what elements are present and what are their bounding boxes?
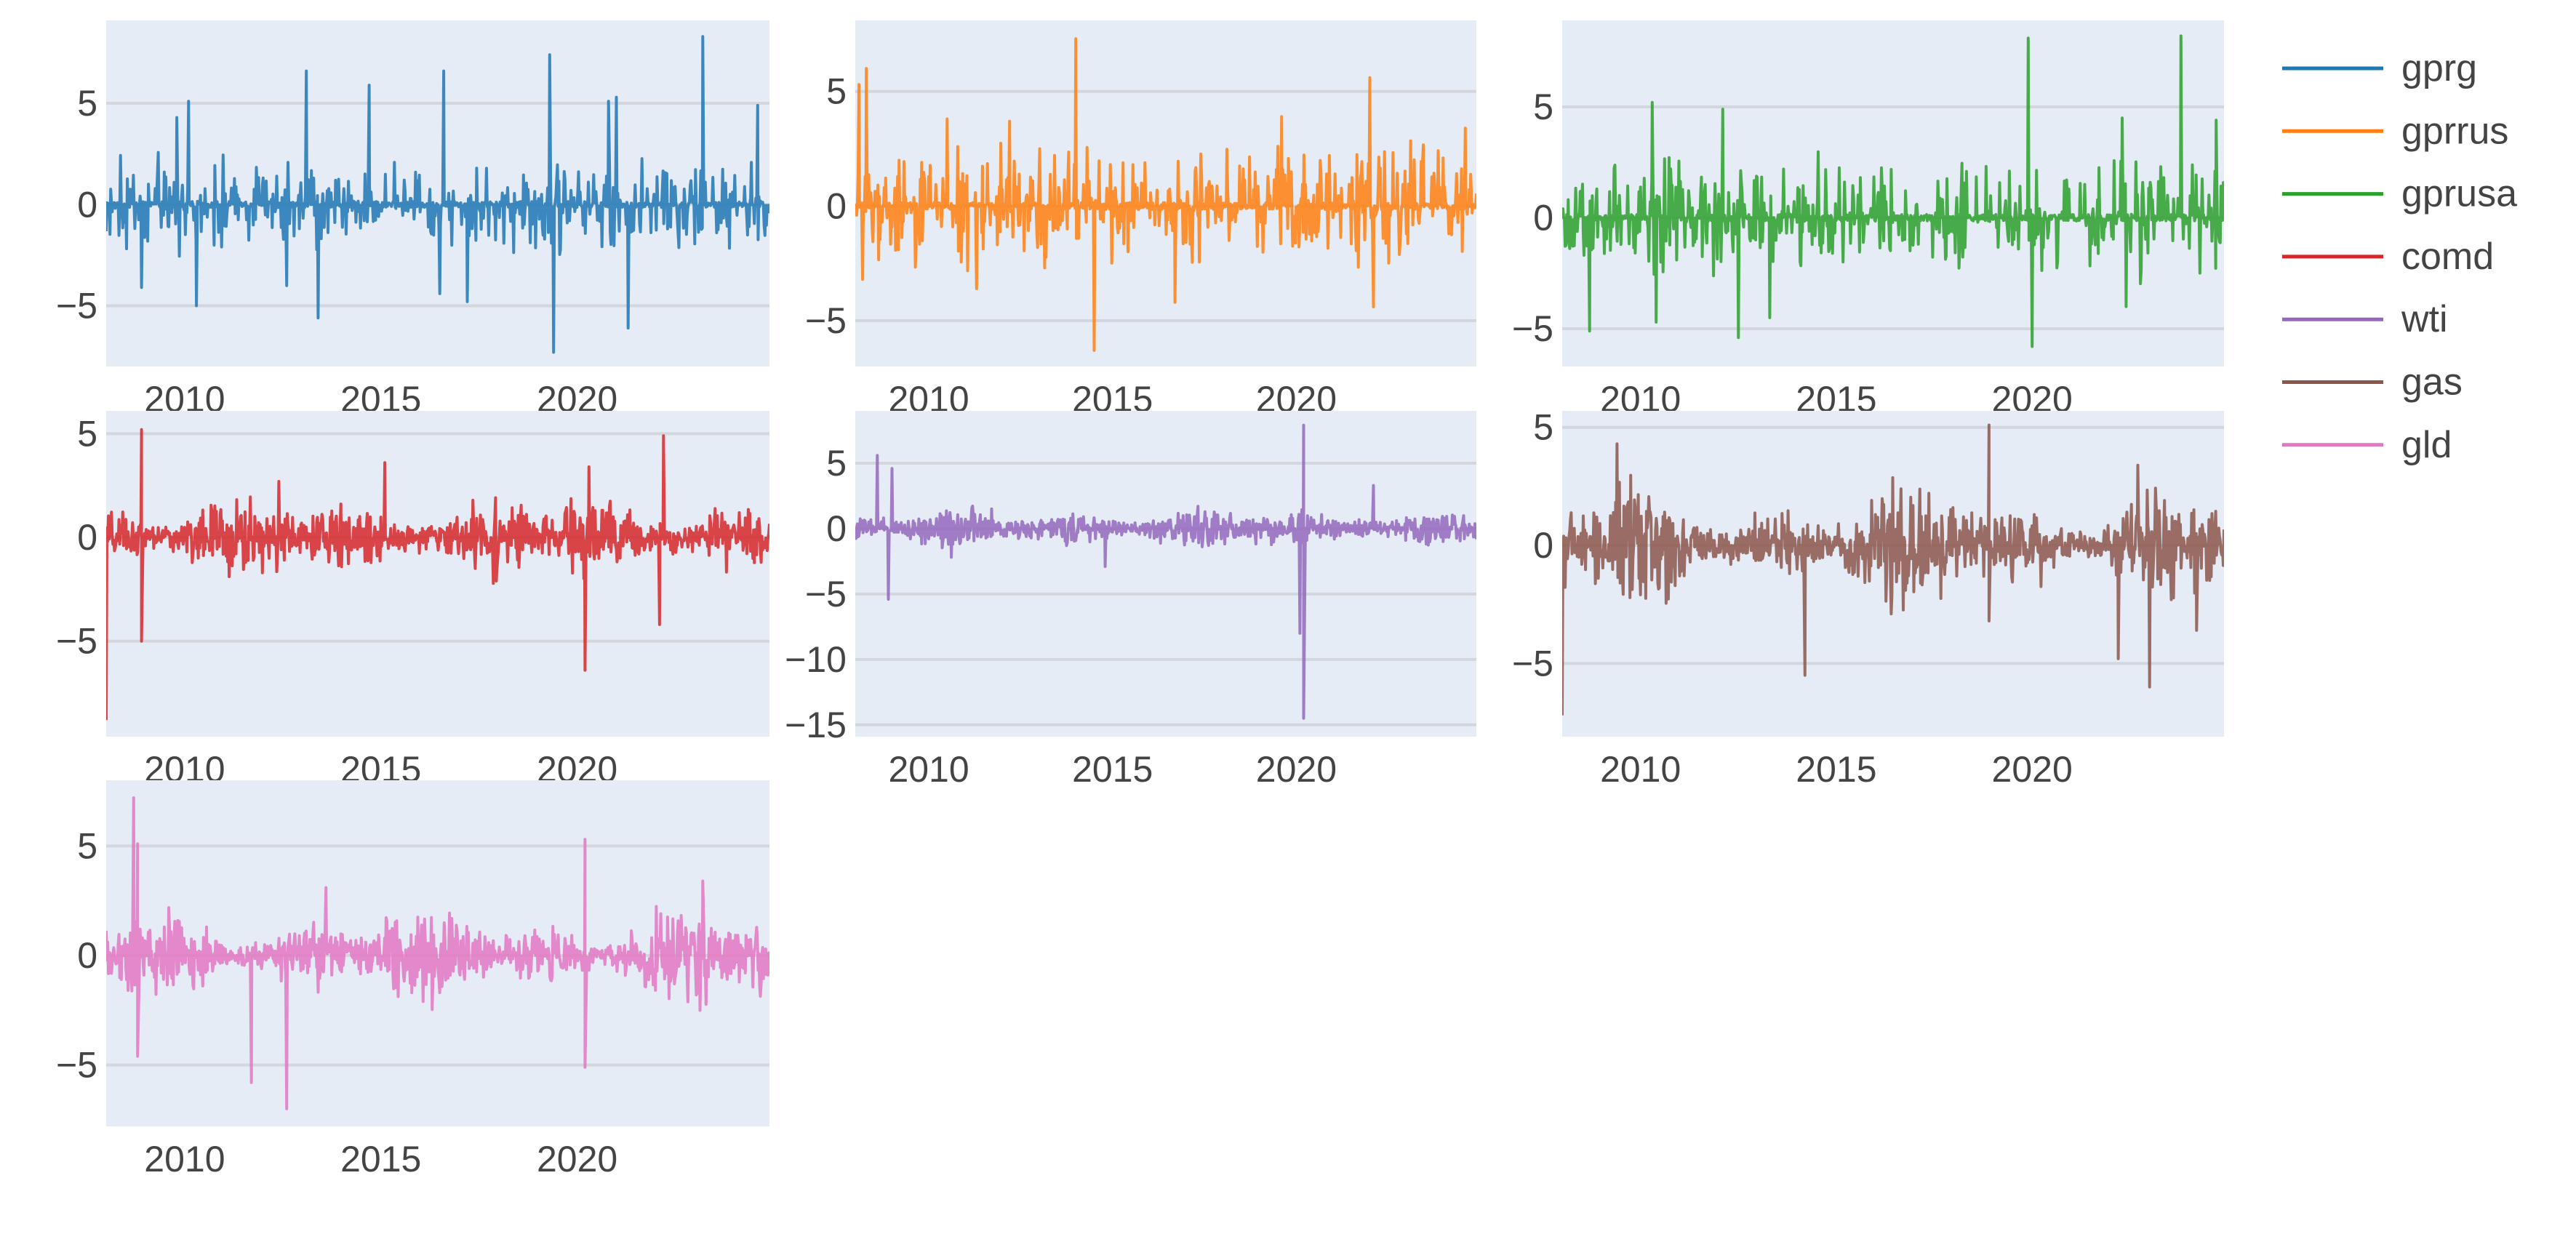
legend-label: gprusa — [2401, 173, 2517, 215]
series-line-comd — [106, 428, 769, 721]
plot-area — [106, 411, 769, 737]
legend-item-comd[interactable]: comd — [2282, 236, 2494, 278]
y-tick-label: 5 — [826, 71, 847, 112]
y-tick-label: 5 — [1533, 87, 1553, 127]
y-tick-label: 0 — [77, 184, 97, 225]
y-tick-label: −5 — [805, 300, 847, 341]
y-tick-label: −10 — [785, 639, 847, 680]
y-tick-label: 0 — [1533, 198, 1553, 239]
x-tick-label: 2010 — [888, 749, 969, 790]
legend-label: gprg — [2401, 47, 2477, 89]
y-tick-label: −15 — [785, 705, 847, 745]
y-tick-label: 5 — [826, 443, 847, 484]
legend-label: gas — [2401, 361, 2463, 404]
y-tick-label: −5 — [56, 621, 97, 662]
legend-label: wti — [2401, 298, 2448, 340]
legend-label: comd — [2401, 236, 2494, 278]
x-tick-label: 2015 — [1072, 749, 1153, 790]
plot-area — [855, 411, 1476, 737]
y-tick-label: −5 — [56, 285, 97, 326]
series-line-gprrus — [855, 37, 1476, 352]
y-tick-label: 5 — [77, 83, 97, 124]
x-tick-label: 2015 — [1796, 749, 1876, 790]
subplot-gld: −5 0 5 2010 2015 2020 — [56, 780, 769, 1179]
y-tick-label: 5 — [77, 413, 97, 454]
subplot-wti: −15 −10 −5 0 5 2010 2015 2020 — [785, 411, 1476, 790]
x-tick-label: 2010 — [1600, 749, 1681, 790]
subplot-gas: −5 0 5 2010 2015 2020 — [1512, 407, 2224, 790]
y-tick-label: −5 — [1512, 308, 1553, 349]
y-tick-label: 0 — [77, 935, 97, 976]
x-tick-label: 2020 — [1992, 749, 2073, 790]
y-tick-label: −5 — [805, 574, 847, 614]
series-line-gprg — [106, 35, 769, 354]
legend-item-gprrus[interactable]: gprrus — [2282, 110, 2508, 152]
series-line-gld — [106, 796, 769, 1110]
x-tick-label: 2020 — [1256, 749, 1337, 790]
legend-item-gld[interactable]: gld — [2282, 424, 2452, 466]
y-tick-label: 0 — [826, 508, 847, 549]
legend-item-gprusa[interactable]: gprusa — [2282, 173, 2517, 215]
y-tick-label: −5 — [56, 1045, 97, 1086]
series-line-wti — [855, 423, 1476, 720]
y-tick-label: 0 — [77, 517, 97, 558]
y-tick-label: −5 — [1512, 643, 1553, 684]
legend-item-gas[interactable]: gas — [2282, 361, 2463, 404]
x-tick-label: 2020 — [537, 1139, 617, 1179]
series-line-gas — [1562, 423, 2224, 716]
legend-item-wti[interactable]: wti — [2282, 298, 2448, 340]
legend-item-gprg[interactable]: gprg — [2282, 47, 2477, 89]
legend-label: gprrus — [2401, 110, 2508, 152]
subplots-group: −5 0 5 2010 2015 2020 −5 0 5 2010 2015 2020 −5 0 5 2010… — [56, 20, 2224, 1179]
y-tick-label: 0 — [826, 185, 847, 226]
x-tick-label: 2010 — [144, 1139, 225, 1179]
series-line-gprusa — [1562, 34, 2224, 348]
y-tick-label: 5 — [77, 825, 97, 866]
legend: gprg gprrus gprusa comd wti gas gld — [2282, 47, 2517, 466]
y-tick-label: 0 — [1533, 525, 1553, 566]
legend-label: gld — [2401, 424, 2452, 466]
x-tick-label: 2015 — [340, 1139, 421, 1179]
y-tick-label: 5 — [1533, 407, 1553, 448]
